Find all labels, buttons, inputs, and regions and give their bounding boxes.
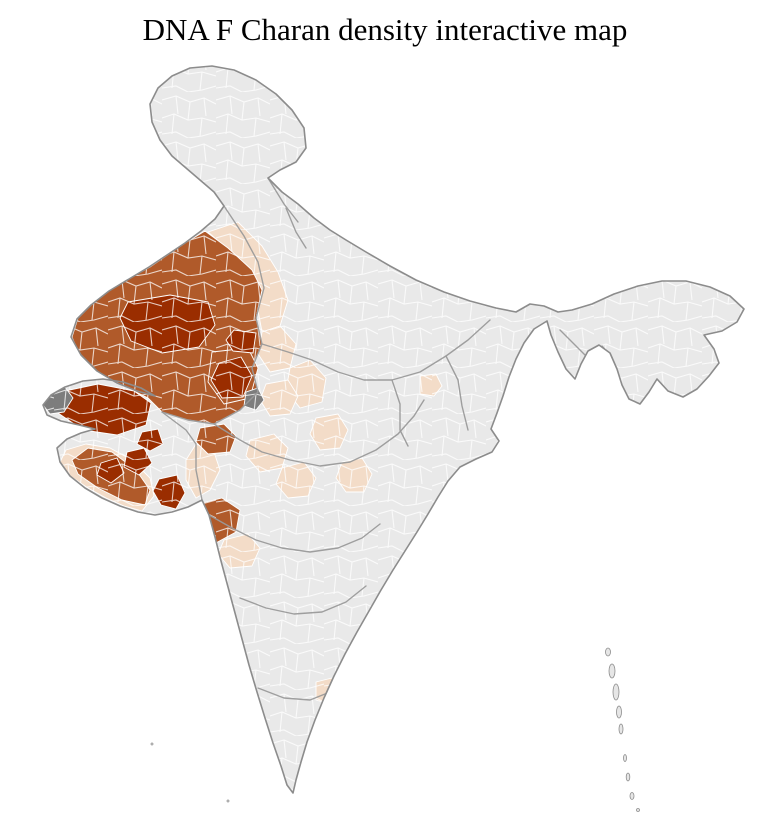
island-speck xyxy=(226,799,230,803)
island[interactable] xyxy=(616,705,622,719)
island-speck xyxy=(150,742,154,746)
india-base[interactable] xyxy=(43,66,744,793)
state-border-line xyxy=(391,379,409,447)
state-border-line xyxy=(161,411,203,501)
island[interactable] xyxy=(612,683,620,701)
lakshadweep-specks-group xyxy=(150,742,230,803)
state-border-line xyxy=(208,514,381,553)
island[interactable] xyxy=(636,808,640,812)
state-border-line xyxy=(161,205,265,425)
state-border-line xyxy=(267,177,307,249)
island[interactable] xyxy=(608,663,616,679)
district-region-no-data[interactable] xyxy=(503,427,537,455)
state-border-line xyxy=(257,687,331,701)
state-border-line xyxy=(445,355,469,431)
state-border-line xyxy=(261,319,491,381)
island[interactable] xyxy=(625,772,631,782)
andaman-islands-group xyxy=(605,647,640,812)
state-border-line xyxy=(239,585,367,615)
state-borders-layer xyxy=(161,177,613,701)
island[interactable] xyxy=(629,792,635,800)
island[interactable] xyxy=(605,647,611,657)
india-outline xyxy=(42,65,745,794)
island[interactable] xyxy=(623,754,627,762)
page-title: DNA F Charan density interactive map xyxy=(142,12,628,47)
island[interactable] xyxy=(618,723,624,735)
state-border-line xyxy=(213,399,425,467)
